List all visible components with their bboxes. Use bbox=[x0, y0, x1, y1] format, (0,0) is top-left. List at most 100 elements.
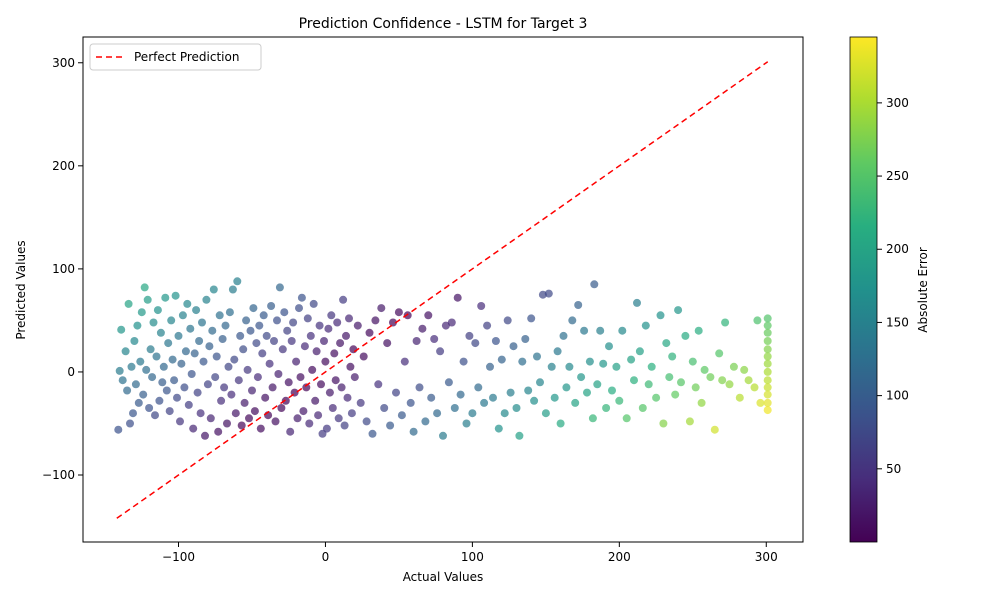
scatter-point bbox=[152, 352, 161, 361]
scatter-point bbox=[267, 302, 276, 310]
scatter-point bbox=[638, 404, 647, 412]
scatter-point bbox=[356, 398, 365, 407]
scatter-point bbox=[644, 380, 653, 389]
scatter-point bbox=[205, 342, 214, 351]
scatter-point bbox=[406, 398, 415, 407]
scatter-point bbox=[430, 335, 439, 343]
scatter-point bbox=[412, 337, 421, 345]
scatter-point bbox=[565, 362, 574, 371]
scatter-point bbox=[459, 357, 468, 366]
scatter-point bbox=[300, 342, 309, 351]
scatter-point bbox=[763, 367, 772, 376]
scatter-point bbox=[612, 362, 621, 371]
scatter-point bbox=[165, 407, 174, 416]
scatter-point bbox=[362, 417, 371, 426]
scatter-point bbox=[368, 429, 377, 438]
scatter-point bbox=[115, 366, 124, 375]
scatter-point bbox=[515, 431, 524, 440]
scatter-point bbox=[158, 378, 167, 387]
scatter-point bbox=[349, 345, 358, 354]
scatter-point bbox=[287, 337, 296, 345]
scatter-point bbox=[315, 321, 324, 330]
scatter-point bbox=[139, 390, 148, 399]
scatter-point bbox=[248, 386, 256, 395]
scatter-point bbox=[527, 314, 536, 323]
scatter-point bbox=[271, 417, 280, 426]
scatter-point bbox=[178, 311, 187, 320]
scatter-point bbox=[347, 409, 356, 418]
scatter-point bbox=[262, 331, 271, 340]
plot-frame bbox=[82, 36, 804, 543]
scatter-point bbox=[312, 347, 321, 356]
scatter-point bbox=[129, 409, 137, 418]
scatter-point bbox=[134, 398, 143, 407]
scatter-point bbox=[252, 339, 261, 348]
scatter-point bbox=[195, 337, 204, 345]
x-axis-ticks: −100 0 100 200 300 bbox=[162, 542, 778, 564]
scatter-point bbox=[327, 311, 336, 320]
scatter-point bbox=[647, 362, 656, 371]
scatter-point bbox=[280, 308, 289, 317]
scatter-point bbox=[674, 306, 683, 315]
scatter-point bbox=[397, 411, 406, 420]
scatter-points bbox=[114, 277, 772, 440]
scatter-point bbox=[622, 414, 631, 423]
scatter-point bbox=[677, 378, 685, 387]
y-axis-label: Predicted Values bbox=[14, 240, 28, 339]
scatter-point bbox=[201, 431, 209, 440]
scatter-point bbox=[145, 404, 154, 412]
scatter-point bbox=[336, 339, 345, 348]
scatter-point bbox=[203, 380, 212, 389]
scatter-point bbox=[293, 414, 302, 423]
scatter-point bbox=[763, 383, 772, 392]
scatter-point bbox=[694, 326, 703, 335]
scatter-point bbox=[441, 321, 450, 330]
scatter-point bbox=[228, 285, 237, 294]
scatter-point bbox=[167, 316, 176, 325]
scatter-point bbox=[710, 425, 719, 434]
scatter-point bbox=[763, 359, 772, 368]
scatter-point bbox=[284, 378, 293, 387]
scatter-point bbox=[236, 331, 245, 340]
scatter-point bbox=[340, 421, 349, 430]
scatter-point bbox=[521, 335, 530, 343]
scatter-point bbox=[489, 393, 497, 402]
scatter-point bbox=[456, 390, 465, 399]
y-tick-label: 100 bbox=[52, 262, 75, 276]
scatter-point bbox=[556, 419, 565, 428]
scatter-point bbox=[250, 407, 259, 416]
scatter-point bbox=[196, 409, 205, 418]
scatter-point bbox=[659, 419, 668, 428]
scatter-point bbox=[763, 390, 772, 399]
scatter-point bbox=[605, 342, 613, 351]
scatter-point bbox=[255, 321, 264, 330]
scatter-point bbox=[333, 318, 342, 327]
scatter-point bbox=[227, 390, 236, 399]
scatter-point bbox=[123, 386, 132, 395]
scatter-point bbox=[275, 283, 284, 292]
scatter-point bbox=[444, 378, 453, 387]
x-tick-label: 200 bbox=[608, 550, 631, 564]
scatter-point bbox=[209, 285, 218, 294]
scatter-point bbox=[477, 302, 486, 310]
scatter-point bbox=[311, 396, 320, 405]
scatter-point bbox=[700, 365, 709, 374]
scatter-point bbox=[137, 308, 146, 317]
scatter-point bbox=[365, 328, 374, 337]
scatter-point bbox=[156, 328, 165, 337]
scatter-point bbox=[289, 318, 298, 327]
scatter-point bbox=[295, 304, 303, 313]
scatter-point bbox=[763, 328, 772, 337]
scatter-point bbox=[339, 295, 348, 304]
scatter-point bbox=[497, 355, 506, 364]
scatter-point bbox=[380, 404, 389, 412]
scatter-point bbox=[199, 357, 208, 366]
scatter-point bbox=[240, 398, 249, 407]
scatter-point bbox=[140, 283, 149, 292]
scatter-point bbox=[174, 331, 183, 340]
colorbar-tick-label: 50 bbox=[886, 462, 901, 476]
scatter-point bbox=[114, 425, 123, 434]
scatter-point bbox=[763, 376, 772, 385]
x-tick-label: −100 bbox=[162, 550, 195, 564]
colorbar-tick-label: 100 bbox=[886, 389, 909, 403]
